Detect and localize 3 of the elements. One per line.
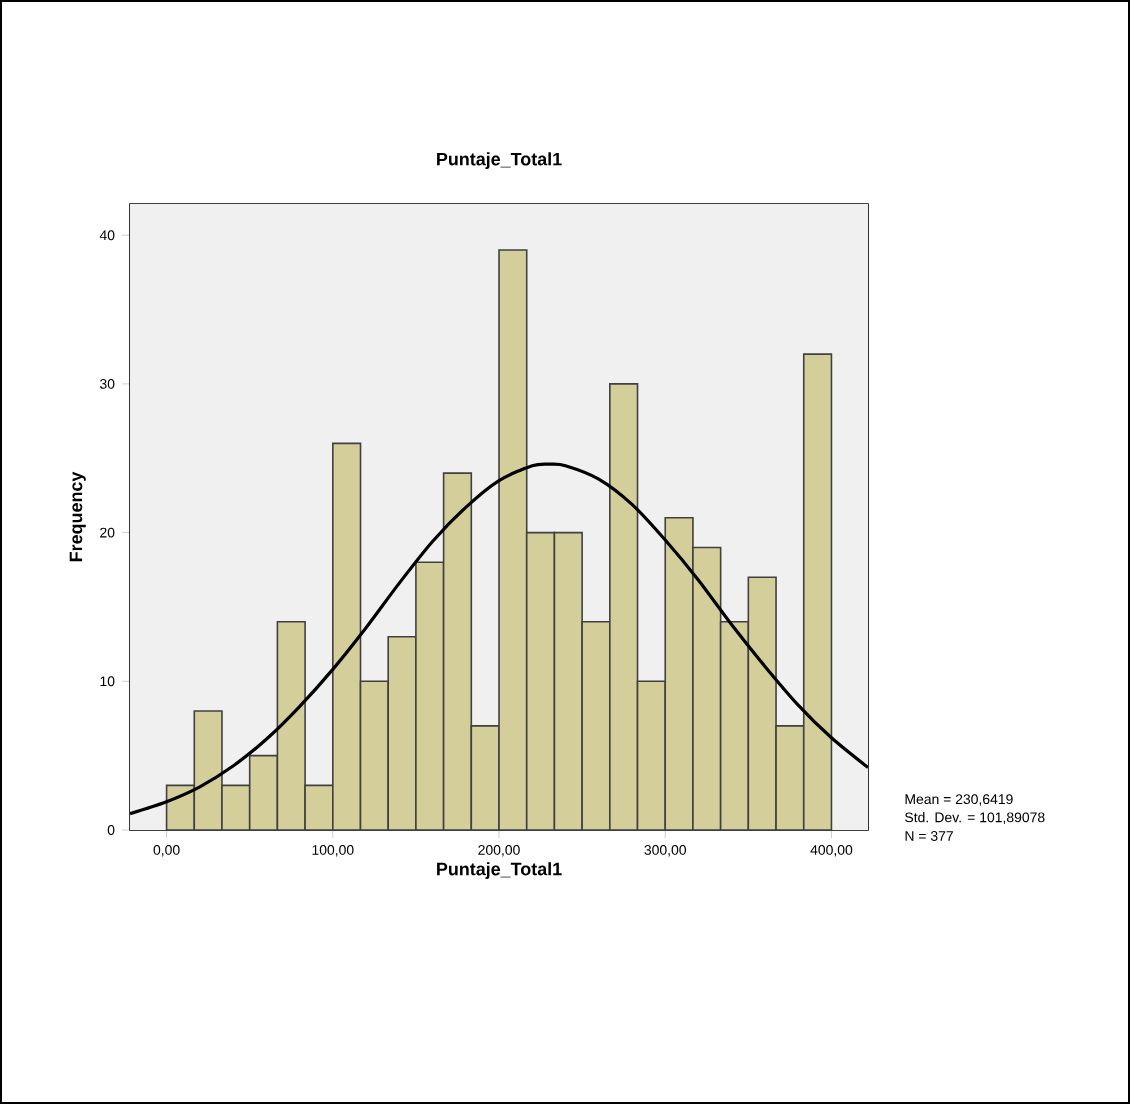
y-axis-title: Frequency	[69, 471, 86, 562]
chart-title: Puntaje_Total1	[437, 152, 562, 169]
x-axis-title: Puntaje_Total1	[437, 862, 562, 879]
